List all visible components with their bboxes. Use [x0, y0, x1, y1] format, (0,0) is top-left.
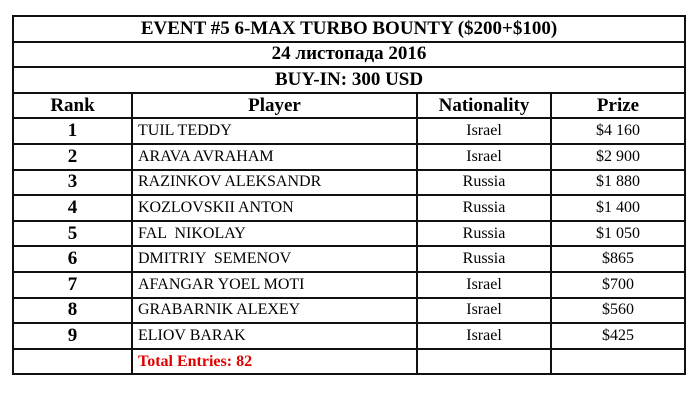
- cell-player: KOZLOVSKII ANTON: [131, 194, 418, 222]
- cell-nationality: Israel: [416, 117, 552, 145]
- cell-nationality: Russia: [416, 168, 552, 197]
- cell-nationality: Russia: [416, 219, 552, 248]
- cell-prize: $1 880: [549, 168, 687, 197]
- cell-rank: 2: [12, 142, 133, 171]
- cell-rank: 7: [12, 270, 133, 299]
- cell-prize: $560: [549, 296, 687, 325]
- results-table: EVENT #5 6-MAX TURBO BOUNTY ($200+$100) …: [11, 15, 687, 376]
- table-row: 6 DMITRIY SEMENOV Russia $865: [12, 245, 687, 273]
- cell-rank: 3: [12, 168, 133, 197]
- table-row: 8 GRABARNIK ALEXEY Israel $560: [12, 296, 687, 325]
- cell-rank: 9: [12, 322, 133, 350]
- cell-nationality: Israel: [416, 142, 552, 171]
- cell-prize: $1 050: [549, 219, 687, 248]
- buy-in: BUY-IN: 300 USD: [11, 66, 687, 94]
- header-rank: Rank: [12, 91, 133, 120]
- cell-nationality: Israel: [416, 270, 552, 299]
- cell-nationality: Israel: [416, 296, 552, 325]
- cell-nationality: Israel: [416, 322, 552, 350]
- cell-prize: $2 900: [549, 142, 687, 171]
- cell-player: ARAVA AVRAHAM: [131, 142, 418, 171]
- total-row: Total Entries: 82: [12, 347, 687, 376]
- cell-player: DMITRIY SEMENOV: [131, 245, 418, 273]
- cell-rank: 5: [12, 219, 133, 248]
- table-row: 7 AFANGAR YOEL MOTI Israel $700: [12, 270, 687, 299]
- cell-nationality: Russia: [416, 194, 552, 222]
- header-nationality: Nationality: [416, 91, 552, 120]
- cell-player: GRABARNIK ALEXEY: [131, 296, 418, 325]
- table-row: 3 RAZINKOV ALEKSANDR Russia $1 880: [12, 168, 687, 197]
- table-row: 4 KOZLOVSKII ANTON Russia $1 400: [12, 194, 687, 222]
- cell-nationality: Russia: [416, 245, 552, 273]
- cell-player: RAZINKOV ALEKSANDR: [131, 168, 418, 197]
- total-entries: Total Entries: 82: [131, 347, 418, 376]
- cell-player: AFANGAR YOEL MOTI: [131, 270, 418, 299]
- cell-prize: $4 160: [549, 117, 687, 145]
- cell-player: ELIOV BARAK: [131, 322, 418, 350]
- header-prize: Prize: [549, 91, 687, 120]
- empty-cell: [12, 347, 133, 376]
- cell-rank: 8: [12, 296, 133, 325]
- cell-prize: $865: [549, 245, 687, 273]
- header-row: Rank Player Nationality Prize: [12, 91, 687, 120]
- table-row: 2 ARAVA AVRAHAM Israel $2 900: [12, 142, 687, 171]
- event-title: EVENT #5 6-MAX TURBO BOUNTY ($200+$100): [11, 15, 687, 43]
- cell-rank: 1: [12, 117, 133, 145]
- cell-prize: $700: [549, 270, 687, 299]
- table-row: 1 TUIL TEDDY Israel $4 160: [12, 117, 687, 145]
- cell-rank: 6: [12, 245, 133, 273]
- empty-cell: [549, 347, 687, 376]
- cell-prize: $425: [549, 322, 687, 350]
- cell-player: TUIL TEDDY: [131, 117, 418, 145]
- table-row: 5 FAL NIKOLAY Russia $1 050: [12, 219, 687, 248]
- empty-cell: [416, 347, 552, 376]
- event-date: 24 листопада 2016: [11, 40, 687, 69]
- header-player: Player: [131, 91, 418, 120]
- cell-player: FAL NIKOLAY: [131, 219, 418, 248]
- cell-prize: $1 400: [549, 194, 687, 222]
- cell-rank: 4: [12, 194, 133, 222]
- table-row: 9 ELIOV BARAK Israel $425: [12, 322, 687, 350]
